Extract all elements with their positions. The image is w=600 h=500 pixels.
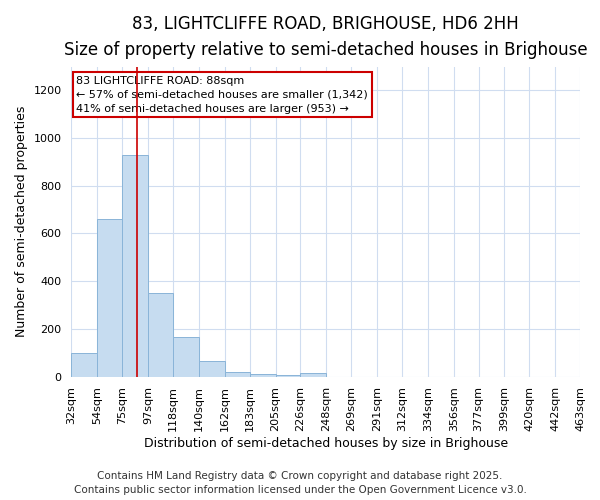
X-axis label: Distribution of semi-detached houses by size in Brighouse: Distribution of semi-detached houses by … [143, 437, 508, 450]
Bar [225, 372, 250, 376]
Text: Contains HM Land Registry data © Crown copyright and database right 2025.
Contai: Contains HM Land Registry data © Crown c… [74, 471, 526, 495]
Bar [71, 352, 97, 376]
Bar [173, 337, 199, 376]
Bar [301, 374, 326, 376]
Bar [148, 293, 173, 376]
Bar [97, 219, 122, 376]
Bar [250, 374, 275, 376]
Bar [122, 155, 148, 376]
Bar [199, 361, 225, 376]
Text: 83 LIGHTCLIFFE ROAD: 88sqm
← 57% of semi-detached houses are smaller (1,342)
41%: 83 LIGHTCLIFFE ROAD: 88sqm ← 57% of semi… [76, 76, 368, 114]
Y-axis label: Number of semi-detached properties: Number of semi-detached properties [15, 106, 28, 337]
Title: 83, LIGHTCLIFFE ROAD, BRIGHOUSE, HD6 2HH
Size of property relative to semi-detac: 83, LIGHTCLIFFE ROAD, BRIGHOUSE, HD6 2HH… [64, 15, 587, 60]
